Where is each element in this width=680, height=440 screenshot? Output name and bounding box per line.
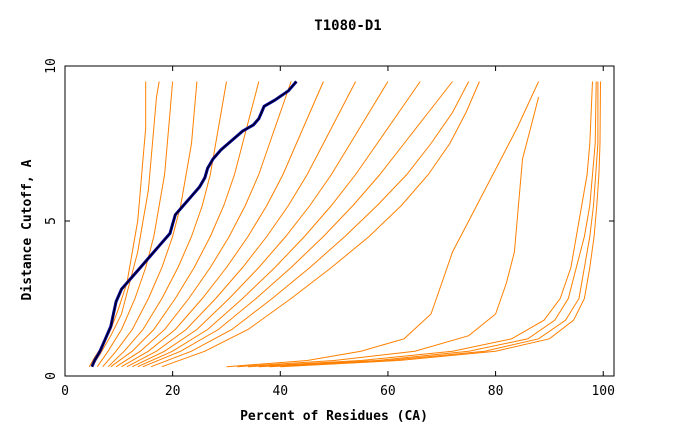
y-tick-label-10: 10	[44, 58, 59, 74]
model-line-16	[237, 96, 540, 368]
model-line-13	[150, 81, 470, 368]
plot-area: 0 20 40 60 80 100 0 5 10	[44, 58, 615, 399]
model-line-9	[126, 81, 357, 368]
x-tick-label-100: 100	[591, 384, 614, 399]
x-axis-label: Percent of Residues (CA)	[240, 409, 428, 424]
y-axis-label: Distance Cutoff, A	[20, 159, 35, 300]
model-line-12	[142, 81, 453, 368]
x-tick-label-60: 60	[380, 384, 396, 399]
model-line-17	[247, 81, 593, 368]
y-tick-label-5: 5	[44, 217, 59, 225]
model-line-14	[161, 81, 480, 368]
model-line-19	[269, 81, 599, 368]
model-line-10	[132, 81, 389, 368]
model-line-18	[258, 81, 597, 368]
model-line-11	[137, 81, 421, 368]
y-tick-label-0: 0	[44, 372, 59, 380]
model-line-7	[115, 81, 292, 368]
model-line-20	[280, 81, 601, 368]
model-line-4	[102, 81, 198, 368]
model-line-8	[121, 81, 324, 368]
x-tick-label-0: 0	[61, 384, 69, 399]
model-line-2	[91, 81, 160, 367]
chart-title: T1080-D1	[314, 18, 381, 34]
x-tick-label-20: 20	[165, 384, 181, 399]
model-line-5	[107, 81, 227, 368]
x-tick-label-80: 80	[488, 384, 504, 399]
x-tick-label-40: 40	[272, 384, 288, 399]
model-line-15	[226, 81, 540, 368]
model-line-3	[96, 81, 174, 367]
model-line-6	[110, 81, 260, 368]
highlight-line-core	[91, 81, 297, 367]
